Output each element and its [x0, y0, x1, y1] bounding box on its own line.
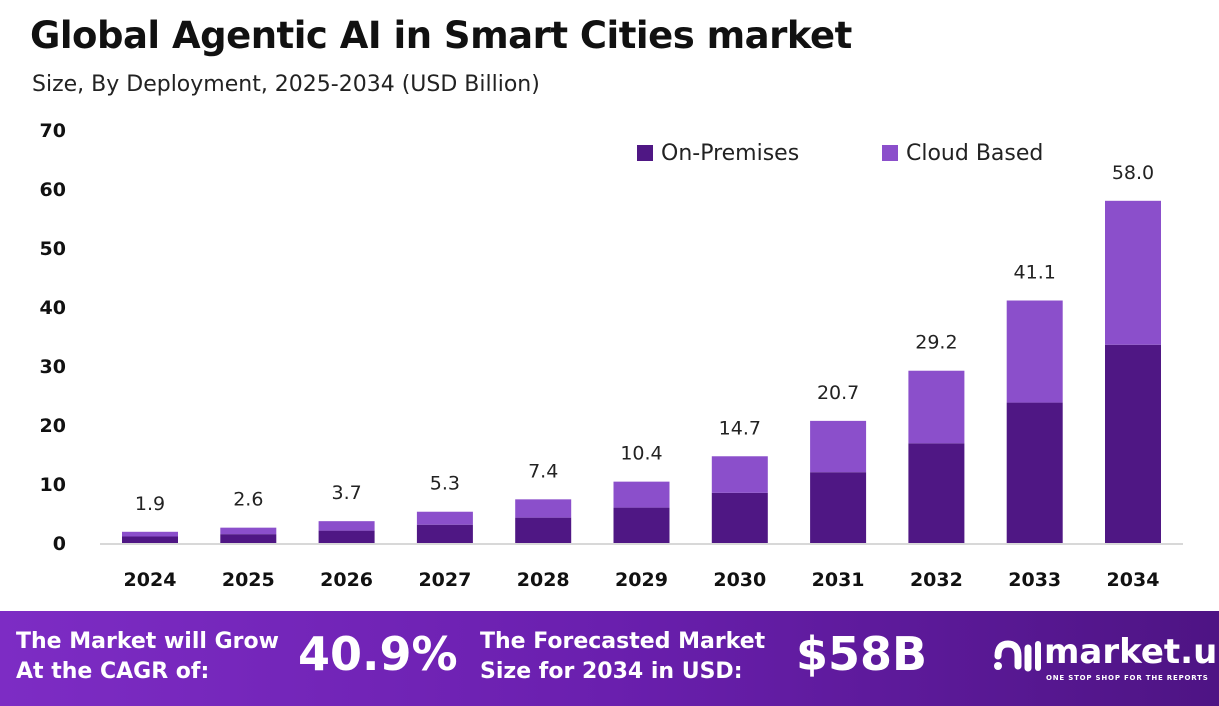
bar-on-premises — [515, 517, 572, 543]
chart-title: Global Agentic AI in Smart Cities market — [30, 14, 852, 57]
size-label-line1: The Forecasted Market — [480, 629, 766, 654]
x-tick-label: 2027 — [418, 569, 471, 591]
data-label: 29.2 — [915, 332, 957, 354]
y-tick-label: 0 — [53, 533, 66, 555]
bar-cloud-based — [1006, 300, 1063, 403]
bar-on-premises — [711, 492, 768, 543]
bar-cloud-based — [613, 481, 670, 508]
x-tick-label: 2024 — [124, 569, 177, 591]
bar-on-premises — [908, 443, 965, 543]
y-tick-label: 30 — [40, 356, 66, 378]
bar-on-premises — [122, 536, 178, 543]
y-tick-label: 10 — [40, 474, 66, 496]
size-label-line2: Size for 2034 in USD: — [480, 659, 743, 684]
bar-cloud-based — [908, 370, 965, 444]
cagr-label-line2: At the CAGR of: — [16, 659, 210, 684]
bar-cloud-based — [810, 420, 867, 473]
bar-on-premises — [220, 534, 277, 543]
bar-cloud-based — [711, 456, 768, 493]
y-tick-label: 50 — [40, 238, 66, 260]
x-tick-label: 2026 — [320, 569, 373, 591]
y-tick-label: 60 — [40, 179, 66, 201]
cagr-label-line1: The Market will Grow — [16, 629, 279, 654]
logo-tagline: ONE STOP SHOP FOR THE REPORTS — [1046, 674, 1209, 682]
bar-chart: 0102030405060701.920242.620253.720265.32… — [40, 120, 1183, 591]
logo-name: market.us — [1044, 632, 1219, 672]
y-tick-label: 40 — [40, 297, 66, 319]
data-label: 58.0 — [1112, 162, 1154, 184]
size-label: The Forecasted Market Size for 2034 in U… — [480, 627, 765, 687]
x-tick-label: 2034 — [1107, 569, 1160, 591]
bar-on-premises — [810, 472, 867, 543]
bar-on-premises — [416, 524, 473, 543]
x-tick-label: 2025 — [222, 569, 275, 591]
legend-label: On-Premises — [661, 141, 799, 166]
footer-banner: The Market will Grow At the CAGR of: 40.… — [0, 611, 1219, 706]
bar-on-premises — [613, 507, 670, 543]
y-tick-label: 70 — [40, 120, 66, 142]
bar-cloud-based — [318, 521, 375, 531]
bar-on-premises — [318, 530, 375, 543]
x-tick-label: 2032 — [910, 569, 963, 591]
logo-mark-icon — [994, 640, 1041, 672]
data-label: 3.7 — [331, 482, 361, 504]
bar-cloud-based — [515, 499, 572, 518]
bar-cloud-based — [416, 511, 473, 525]
legend-swatch — [637, 145, 653, 161]
x-tick-label: 2031 — [812, 569, 865, 591]
data-label: 20.7 — [817, 382, 859, 404]
cagr-label: The Market will Grow At the CAGR of: — [16, 627, 279, 687]
bar-cloud-based — [1105, 200, 1161, 345]
data-label: 5.3 — [430, 473, 460, 495]
bar-cloud-based — [122, 531, 178, 537]
legend-swatch — [882, 145, 898, 161]
bar-on-premises — [1105, 344, 1161, 543]
x-tick-label: 2029 — [615, 569, 668, 591]
size-value: $58B — [796, 627, 928, 681]
chart-subtitle: Size, By Deployment, 2025-2034 (USD Bill… — [32, 72, 540, 97]
data-label: 41.1 — [1014, 262, 1056, 284]
legend-label: Cloud Based — [906, 141, 1043, 166]
data-label: 14.7 — [719, 417, 761, 439]
x-tick-label: 2030 — [713, 569, 766, 591]
x-tick-label: 2028 — [517, 569, 570, 591]
bar-on-premises — [1006, 402, 1063, 543]
data-label: 7.4 — [528, 460, 558, 482]
data-label: 2.6 — [233, 489, 263, 511]
x-tick-label: 2033 — [1008, 569, 1061, 591]
y-tick-label: 20 — [40, 415, 66, 437]
data-label: 1.9 — [135, 493, 165, 515]
bar-cloud-based — [220, 527, 277, 535]
cagr-value: 40.9% — [298, 627, 458, 681]
data-label: 10.4 — [620, 443, 662, 465]
